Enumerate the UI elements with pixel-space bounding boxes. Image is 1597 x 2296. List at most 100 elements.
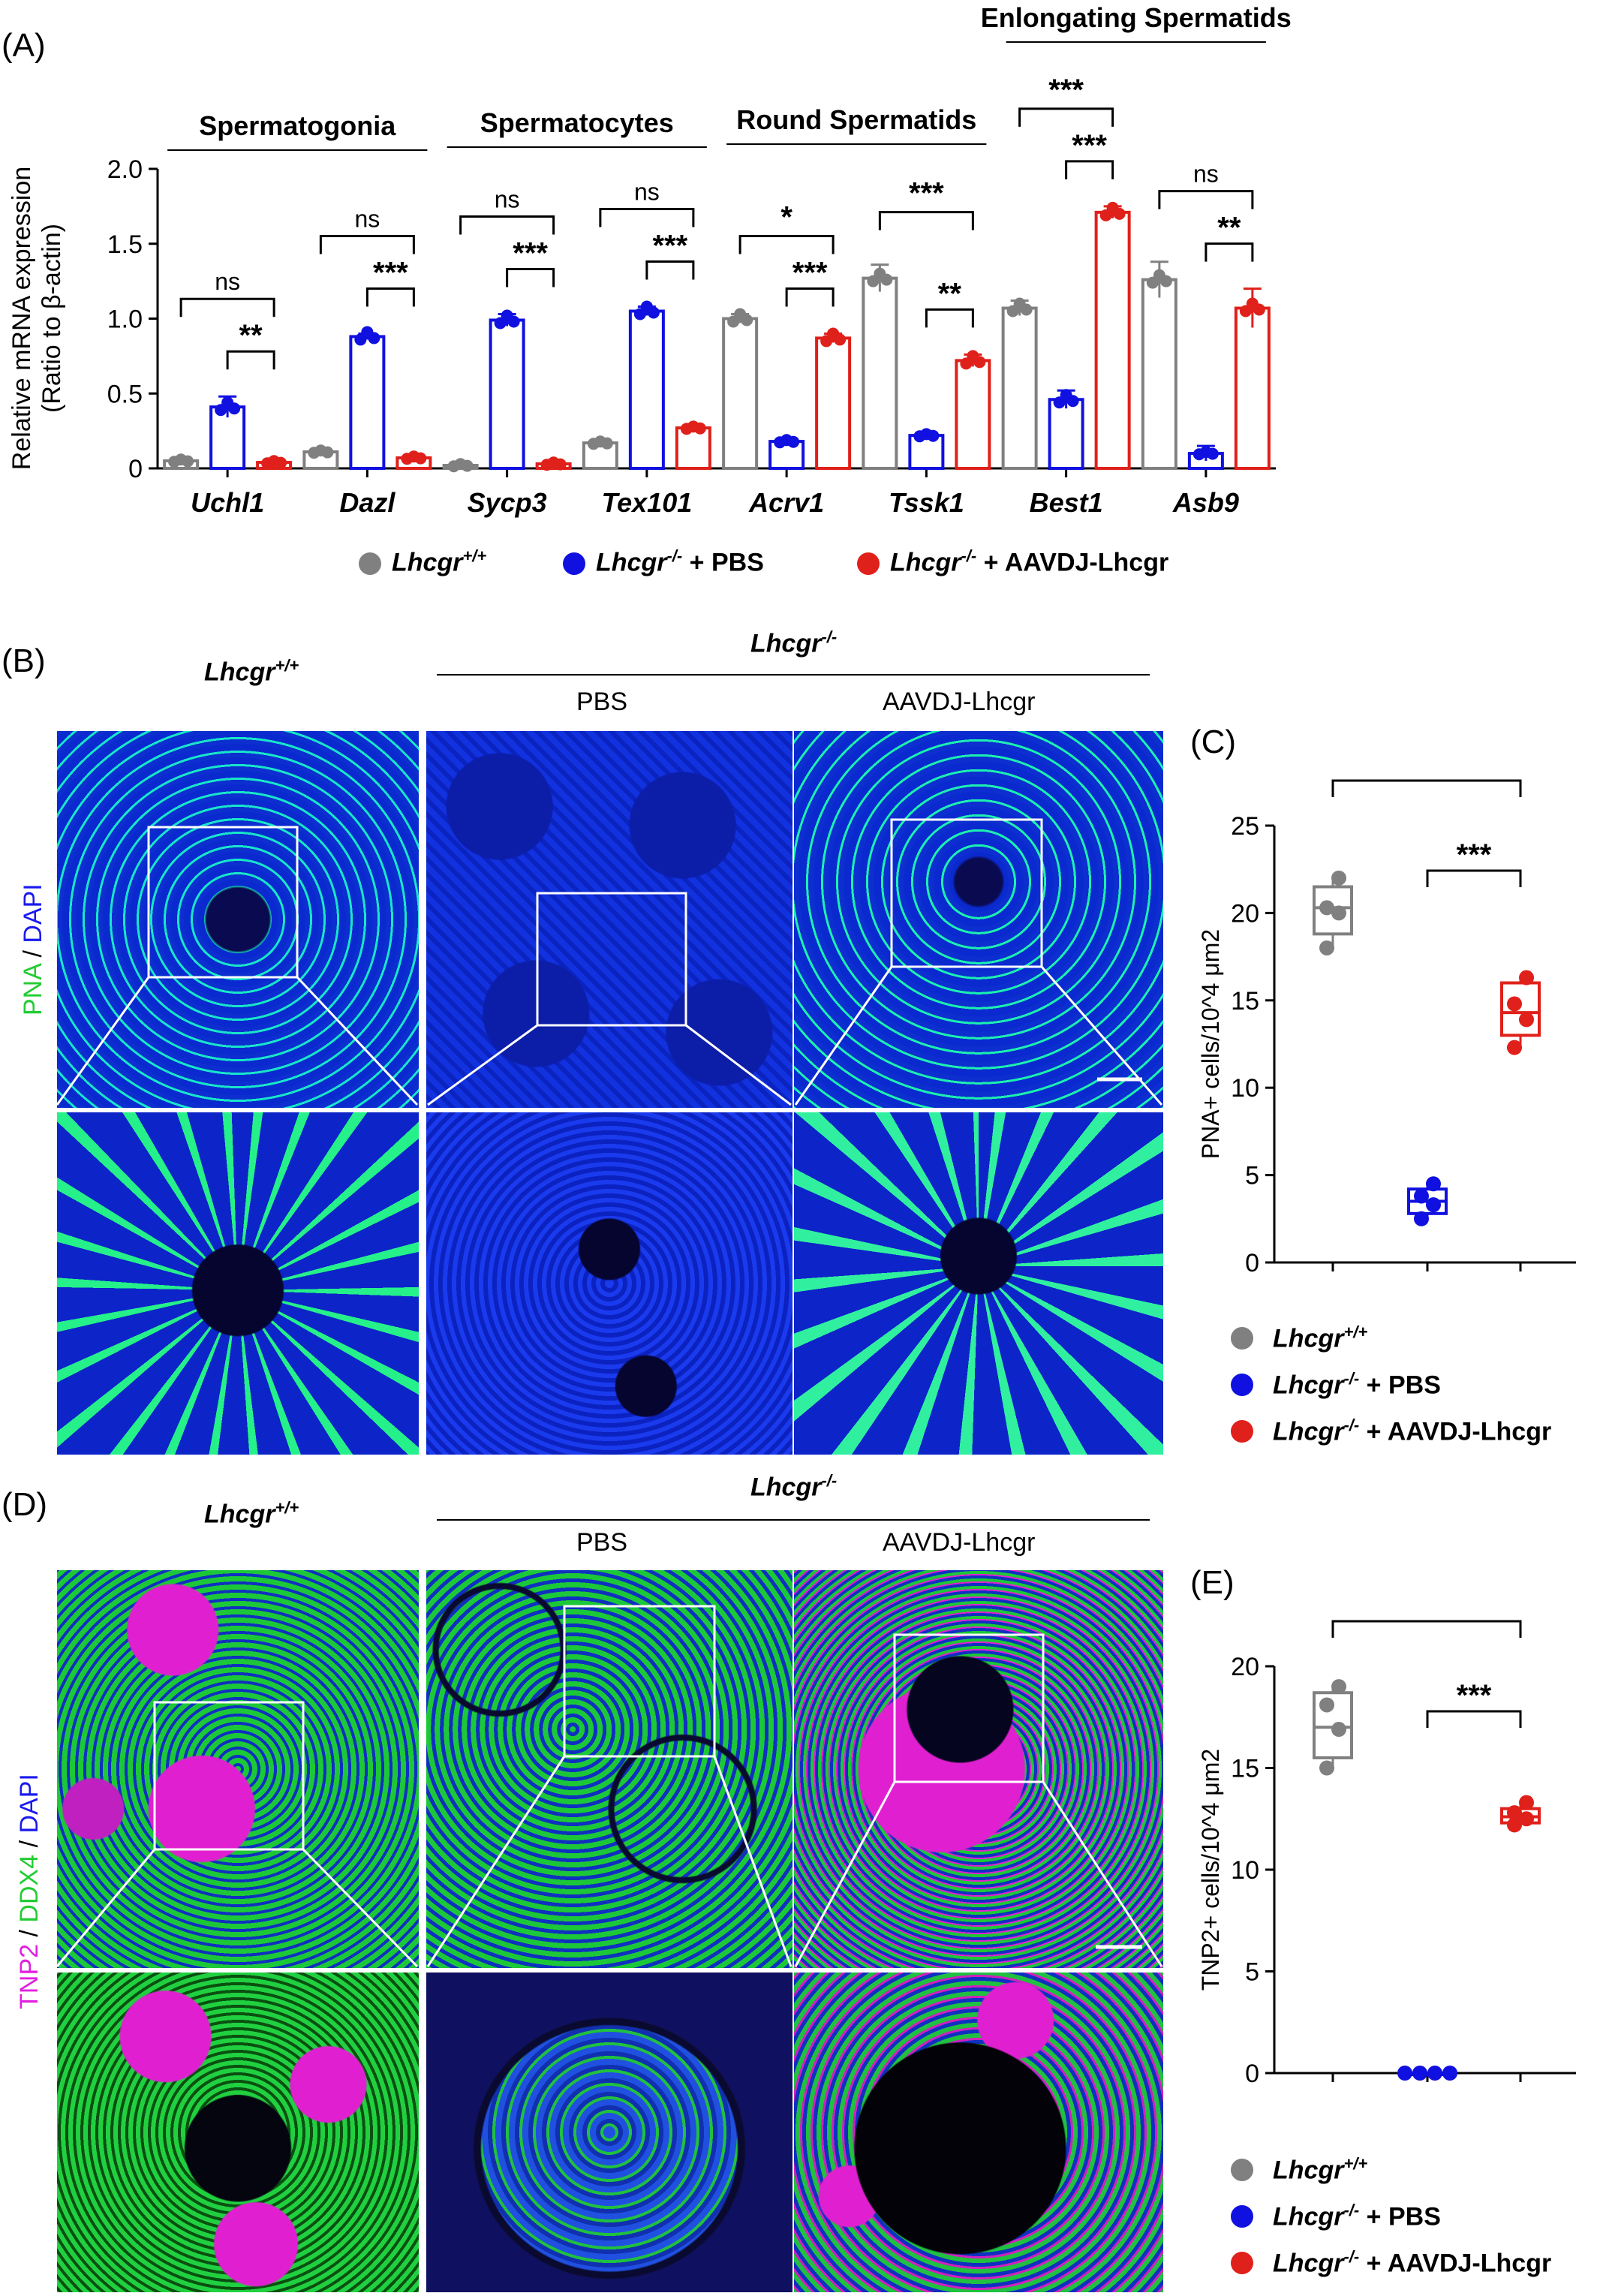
- sig-bracket-top: [878, 211, 974, 230]
- sig-bracket-top: [459, 215, 555, 235]
- sig-bracket-pair: [1205, 242, 1254, 262]
- y-tick-label: 20: [1231, 1653, 1259, 1681]
- data-point: [1319, 900, 1334, 916]
- data-point: [1253, 303, 1265, 316]
- data-point: [1319, 1697, 1334, 1713]
- sig-label-top: ns: [495, 186, 520, 213]
- sig-label-top: ns: [354, 205, 380, 232]
- sig-label-top: ns: [215, 268, 240, 295]
- data-point: [1331, 1722, 1346, 1738]
- data-point: [1066, 395, 1079, 408]
- sig-label-pair: ***: [792, 256, 828, 289]
- data-point: [1331, 870, 1346, 886]
- legend-c: Lhcgr+/+ Lhcgr-/- + PBS Lhcgr-/- + AAVDJ…: [1231, 1323, 1591, 1458]
- sig-bracket-pair: [1426, 1710, 1522, 1728]
- y-axis-label-line: (Ratio to β-actin): [38, 224, 66, 413]
- data-point: [1442, 2066, 1457, 2081]
- sig-bracket-top: [179, 297, 275, 317]
- y-tick-label: 0: [1245, 1249, 1259, 1277]
- panel-label-d: (D): [2, 1486, 48, 1523]
- sig-label-top: ***: [1048, 74, 1084, 107]
- sig-label-pair: ***: [373, 256, 408, 289]
- data-point: [414, 452, 427, 465]
- data-point: [693, 422, 706, 435]
- data-point: [507, 315, 520, 328]
- x-tick-label: Dazl: [339, 487, 395, 518]
- data-point: [1159, 275, 1172, 287]
- sig-label-top: *: [780, 200, 792, 233]
- tnp2-image-wt-overview: [57, 1570, 419, 1968]
- data-point: [741, 314, 753, 326]
- b-header-aav: AAVDJ-Lhcgr: [883, 688, 1036, 716]
- pna-image-aav-zoom: [794, 1112, 1163, 1455]
- pna-image-pbs-zoom: [426, 1112, 792, 1455]
- d-header-wt: Lhcgr+/+: [204, 1498, 299, 1529]
- data-point: [1331, 905, 1346, 921]
- data-point: [1397, 2066, 1412, 2081]
- sig-label-pair: **: [938, 277, 962, 310]
- sig-bracket-top: [738, 234, 835, 254]
- panel-label-c: (C): [1190, 724, 1237, 760]
- sig-label-top: ns: [1193, 161, 1219, 188]
- data-point: [600, 437, 613, 450]
- x-tick-label: Acrv1: [748, 487, 824, 518]
- data-point: [182, 455, 194, 468]
- data-point: [1331, 1679, 1346, 1695]
- data-point: [1414, 1188, 1429, 1204]
- y-tick-label: 25: [1231, 812, 1259, 841]
- y-axis-label-line: Relative mRNA expression: [8, 167, 36, 470]
- data-point: [461, 459, 474, 472]
- y-tick-label: 0: [128, 455, 143, 483]
- data-point: [1206, 447, 1219, 460]
- d-header-pbs: PBS: [576, 1528, 628, 1557]
- legend-c-dot-aav-icon: [1231, 1420, 1253, 1443]
- data-point: [368, 332, 380, 345]
- sig-label-pair: ***: [513, 237, 548, 270]
- data-point: [880, 273, 893, 286]
- data-point: [1519, 970, 1534, 986]
- legend-e-dot-pbs-icon: [1231, 2205, 1253, 2228]
- sig-label-top: **: [1415, 1606, 1439, 1622]
- tnp2-image-pbs-overview: [426, 1570, 792, 1968]
- y-tick-label: 0.5: [107, 380, 143, 408]
- data-point: [1519, 1012, 1534, 1028]
- data-point: [973, 356, 986, 369]
- sig-bracket-top: [1158, 190, 1254, 209]
- legend-e-aav-label: Lhcgr-/- + AAVDJ-Lhcgr: [1273, 2247, 1552, 2278]
- stage-label: Enlongating Spermatids: [981, 2, 1292, 33]
- sig-label-top: ns: [634, 179, 660, 206]
- y-tick-label: 1.0: [107, 305, 143, 334]
- pna-image-aav-overview: [794, 731, 1163, 1108]
- b-header-ko: Lhcgr-/-: [750, 627, 838, 658]
- panel-label-e: (E): [1190, 1564, 1235, 1601]
- x-tick-label: Uchl1: [191, 487, 264, 518]
- box: [1500, 981, 1541, 1037]
- x-tick-label: Tex101: [601, 487, 692, 518]
- data-point: [834, 333, 847, 346]
- legend-c-aav-label: Lhcgr-/- + AAVDJ-Lhcgr: [1273, 1416, 1552, 1446]
- data-point: [1426, 1197, 1441, 1213]
- y-tick-label: 1.5: [107, 230, 143, 259]
- legend-dot-wt-icon: [359, 552, 381, 575]
- tnp2-image-pbs-zoom: [426, 1973, 792, 2292]
- tnp2-image-aav-overview: [794, 1570, 1163, 1968]
- sig-bracket-pair: [226, 350, 275, 370]
- pna-image-wt-overview: [57, 731, 419, 1108]
- legend-pbs-label: Lhcgr-/- + PBS: [596, 546, 764, 577]
- data-point: [1319, 940, 1334, 955]
- legend-aav-label: Lhcgr-/- + AAVDJ-Lhcgr: [890, 546, 1169, 577]
- data-point: [647, 306, 660, 319]
- sig-label-pair: ***: [1072, 129, 1107, 162]
- y-tick-label: 10: [1231, 1856, 1259, 1885]
- legend-e-dot-aav-icon: [1231, 2252, 1253, 2274]
- b-header-wt: Lhcgr+/+: [204, 656, 299, 687]
- legend-e-wt-label: Lhcgr+/+: [1273, 2154, 1368, 2185]
- data-point: [1412, 2066, 1427, 2081]
- data-point: [1319, 1760, 1334, 1776]
- mrna-bar-chart: 0 0.5 1.0 1.5 2.0 Relative mRNA expression(Ra…: [8, 2, 1292, 518]
- pna-image-pbs-overview: [426, 731, 792, 1108]
- sig-bracket-top: [1331, 1620, 1522, 1638]
- b-header-pbs: PBS: [576, 688, 628, 716]
